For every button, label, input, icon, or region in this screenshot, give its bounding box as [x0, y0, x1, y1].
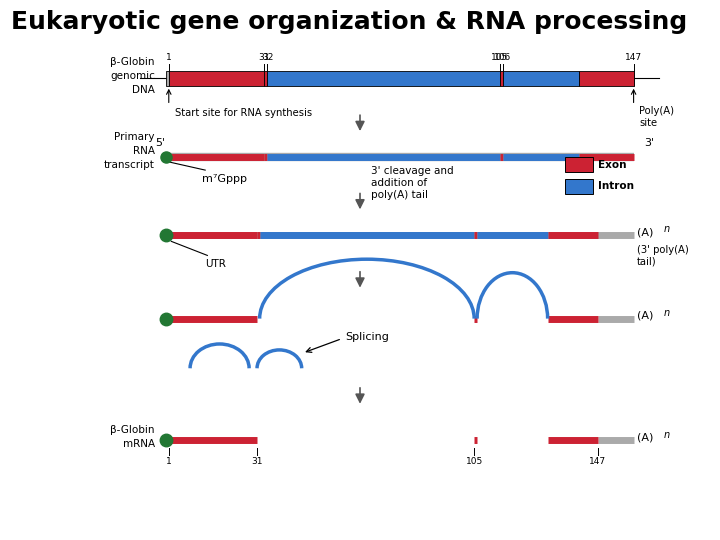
Text: 3' cleavage and
addition of
poly(A) tail: 3' cleavage and addition of poly(A) tail — [371, 166, 454, 199]
Text: 105: 105 — [491, 52, 508, 62]
Text: Eukaryotic gene organization & RNA processing: Eukaryotic gene organization & RNA proce… — [11, 10, 687, 33]
Text: m⁷Gppp: m⁷Gppp — [202, 174, 246, 184]
Text: (A): (A) — [637, 311, 654, 321]
Bar — [500, 71, 503, 86]
Text: 1: 1 — [166, 457, 171, 467]
Bar — [565, 157, 593, 172]
Text: 147: 147 — [625, 52, 642, 62]
Text: Splicing: Splicing — [346, 332, 390, 342]
Text: 105: 105 — [466, 457, 483, 467]
Text: 31: 31 — [258, 52, 270, 62]
Bar — [267, 71, 500, 86]
Text: (A): (A) — [637, 433, 654, 442]
Text: 1: 1 — [166, 52, 171, 62]
Text: Start site for RNA synthesis: Start site for RNA synthesis — [174, 108, 312, 118]
Text: Poly(A)
site: Poly(A) site — [639, 106, 675, 128]
Bar — [580, 71, 634, 86]
Text: 106: 106 — [495, 52, 512, 62]
Text: β-Globin
mRNA: β-Globin mRNA — [110, 426, 155, 449]
Text: 32: 32 — [262, 52, 273, 62]
Bar — [503, 71, 580, 86]
Text: UTR: UTR — [205, 259, 226, 269]
Text: (A): (A) — [637, 227, 654, 237]
Bar — [264, 71, 267, 86]
Text: Primary
RNA
transcript: Primary RNA transcript — [104, 132, 155, 170]
Text: n: n — [664, 308, 670, 318]
Bar — [166, 71, 168, 86]
Text: 31: 31 — [251, 457, 263, 467]
Text: 147: 147 — [589, 457, 606, 467]
Text: (3' poly(A)
tail): (3' poly(A) tail) — [637, 245, 689, 266]
Text: β-Globin
genomic
DNA: β-Globin genomic DNA — [110, 57, 155, 94]
Text: Exon: Exon — [598, 160, 626, 170]
Text: 3': 3' — [644, 138, 654, 149]
Text: Intron: Intron — [598, 181, 634, 191]
Bar — [565, 179, 593, 194]
Bar — [168, 71, 264, 86]
Text: n: n — [664, 430, 670, 440]
Text: 5': 5' — [155, 138, 165, 149]
Text: n: n — [664, 225, 670, 234]
